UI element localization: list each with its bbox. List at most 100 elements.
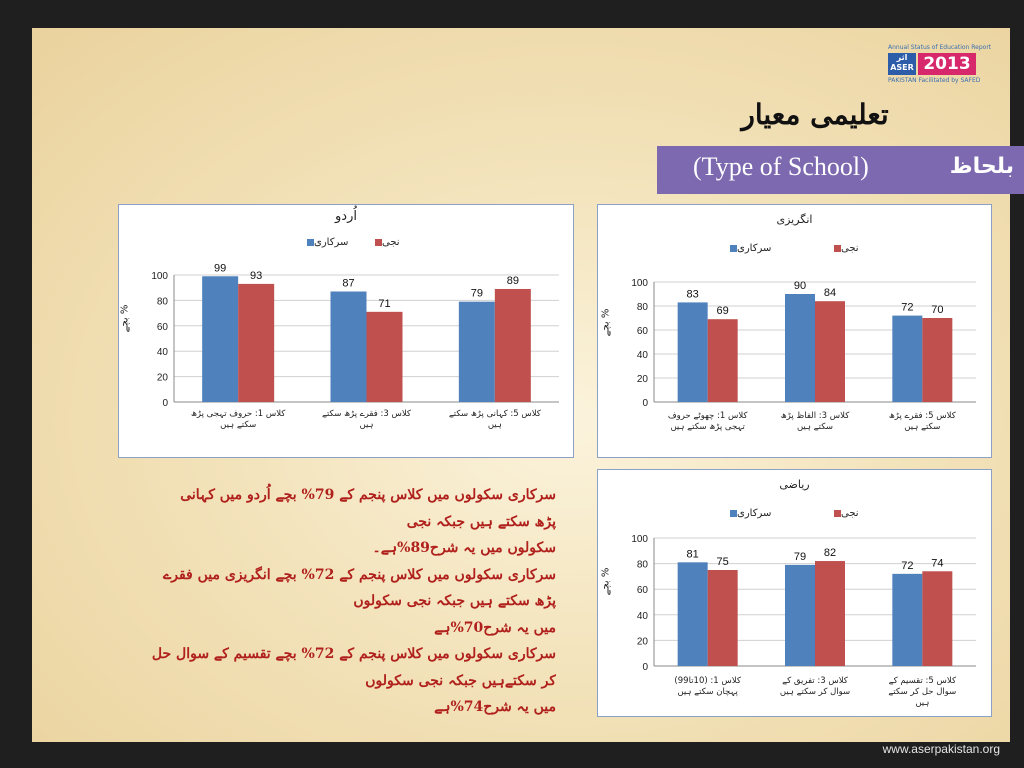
bar-private [922, 571, 953, 666]
math-chart: ریاضی سرکاری نجی بچے % 0 20 40 60 80 100 81 75 7… [597, 469, 992, 717]
subtitle-banner: (Type of School) بلحاظ [657, 146, 1024, 194]
legend-govt-swatch [730, 244, 737, 252]
legend-private: نجی [367, 237, 400, 248]
legend-govt: سرکاری [722, 508, 771, 519]
y-tick-label: 20 [637, 374, 649, 385]
data-label: 75 [717, 556, 729, 568]
y-tick-label: 100 [151, 271, 168, 282]
bar-govt [330, 291, 367, 402]
bar-private [922, 318, 953, 402]
bar-private [494, 288, 531, 402]
y-tick-label: 60 [637, 326, 649, 337]
bar-govt [677, 562, 708, 666]
bar-govt [892, 315, 923, 402]
y-tick-label: 0 [642, 398, 648, 409]
logo-year: 2013 [918, 53, 976, 75]
bar-private [707, 570, 738, 666]
x-category-label: کلاس 5: کہانی پڑھ سکتے ہیں [448, 409, 541, 430]
data-label: 87 [342, 278, 354, 290]
data-label: 70 [931, 304, 943, 316]
urdu-chart: اُردو سرکاری نجی بچے % 0 20 40 60 80 100 99 93 8… [118, 204, 574, 458]
math-chart-plot: 0 20 40 60 80 100 81 75 79 82 72 74 [631, 534, 976, 673]
x-category-label: کلاس 5: فقرے پڑھ سکتے ہیں [888, 411, 956, 432]
bar-private [815, 561, 845, 666]
legend-private: نجی [826, 243, 859, 254]
y-tick-label: 0 [162, 398, 168, 409]
data-label: 74 [931, 557, 943, 569]
data-label: 79 [471, 288, 483, 300]
summary-text: سرکاری سکولوں میں کلاس پنجم کے 79% بچے ا… [40, 482, 556, 721]
summary-line: میں یہ شرح70%ہے [434, 619, 556, 636]
y-tick-label: 0 [642, 662, 648, 673]
summary-line: پڑھ سکتے ہیں جبکہ نجی سکولوں [353, 593, 556, 609]
english-chart: انگریزی سرکاری نجی بچے % 0 20 40 60 80 100 83 6… [597, 204, 992, 458]
y-tick-label: 60 [637, 585, 649, 596]
legend-govt-swatch [730, 509, 737, 517]
logo-country: PAKISTAN [888, 77, 917, 84]
data-label: 90 [794, 280, 806, 292]
y-tick-label: 100 [631, 534, 648, 545]
data-label: 72 [901, 302, 913, 314]
bar-govt [785, 564, 815, 666]
bar-govt [202, 276, 239, 402]
bar-private [707, 319, 738, 402]
data-label: 82 [824, 547, 836, 559]
bar-govt [785, 294, 815, 402]
bar-govt [677, 302, 708, 402]
logo-aser-block: اثر ASER [888, 53, 916, 75]
y-tick-label: 80 [637, 560, 649, 571]
chart-title: ریاضی [779, 478, 810, 491]
logo-aser-text: ASER [890, 63, 914, 72]
footer-url: www.aserpakistan.org [882, 742, 1000, 756]
logo-top-text: Annual Status of Education Report [888, 44, 992, 51]
summary-line: سرکاری سکولوں میں کلاس پنجم کے 72% بچے ا… [163, 566, 556, 583]
summary-line: سرکاری سکولوں میں کلاس پنجم کے 72% بچے ت… [151, 646, 556, 662]
data-label: 99 [214, 262, 226, 274]
data-label: 93 [250, 270, 262, 282]
chart-title: اُردو [335, 209, 357, 224]
bar-private [238, 283, 275, 402]
urdu-chart-plot: 0 20 40 60 80 100 99 93 87 71 79 89 [151, 262, 559, 409]
data-label: 83 [687, 288, 699, 300]
slide-title: تعلیمی معیار [741, 98, 889, 131]
aser-logo: Annual Status of Education Report اثر AS… [888, 44, 992, 88]
bar-govt [892, 573, 923, 666]
logo-sub-text: PAKISTAN Facilitated by SAFED [888, 77, 980, 84]
data-label: 72 [901, 560, 913, 572]
y-tick-label: 40 [157, 347, 169, 358]
y-tick-label: 100 [631, 278, 648, 289]
legend-govt: سرکاری [722, 243, 771, 254]
y-tick-label: 80 [157, 296, 169, 307]
x-category-label: کلاس 3: تفریق کے سوال کر سکتے ہیں [779, 676, 851, 697]
summary-line: سرکاری سکولوں میں کلاس پنجم کے 79% بچے ا… [180, 487, 556, 503]
legend-private: نجی [826, 508, 859, 519]
data-label: 69 [717, 305, 729, 317]
logo-aser-urdu: اثر [896, 53, 908, 62]
data-label: 79 [794, 551, 806, 563]
bar-private [366, 311, 403, 402]
x-category-label: کلاس 1: چھوٹے حروف تہجی پڑھ سکتے ہیں [667, 411, 748, 432]
y-tick-label: 20 [157, 373, 169, 384]
summary-line: پڑھ سکتے ہیں جبکہ نجی [406, 513, 556, 530]
y-tick-label: 40 [637, 350, 649, 361]
summary-line: میں یہ شرح74%ہے [434, 699, 556, 715]
x-category-label: کلاس 5: تقسیم کے سوال حل کر سکتے ہیں [888, 676, 957, 708]
english-chart-plot: 0 20 40 60 80 100 83 69 90 84 72 70 [631, 278, 976, 409]
logo-facilitated: Facilitated by SAFED [918, 77, 981, 84]
y-tick-label: 20 [637, 636, 649, 647]
summary-line: کر سکتےہیں جبکہ نجی سکولوں [365, 672, 556, 689]
banner-english: (Type of School) [693, 152, 869, 181]
legend-private-swatch [834, 509, 841, 517]
legend-private-swatch [834, 244, 841, 252]
chart-title: انگریزی [776, 213, 813, 226]
y-tick-label: 60 [157, 322, 169, 333]
banner-urdu: بلحاظ [949, 154, 1014, 179]
y-tick-label: 80 [637, 302, 649, 313]
x-category-label: کلاس 1: (10تا99) پہچان سکتے ہیں [674, 676, 741, 697]
bar-govt [458, 301, 495, 402]
summary-line: سکولوں میں یہ شرح89%ہے۔ [372, 540, 556, 556]
data-label: 81 [687, 548, 699, 560]
data-label: 71 [378, 298, 390, 310]
legend-govt-swatch [307, 238, 314, 246]
data-label: 84 [824, 287, 836, 299]
